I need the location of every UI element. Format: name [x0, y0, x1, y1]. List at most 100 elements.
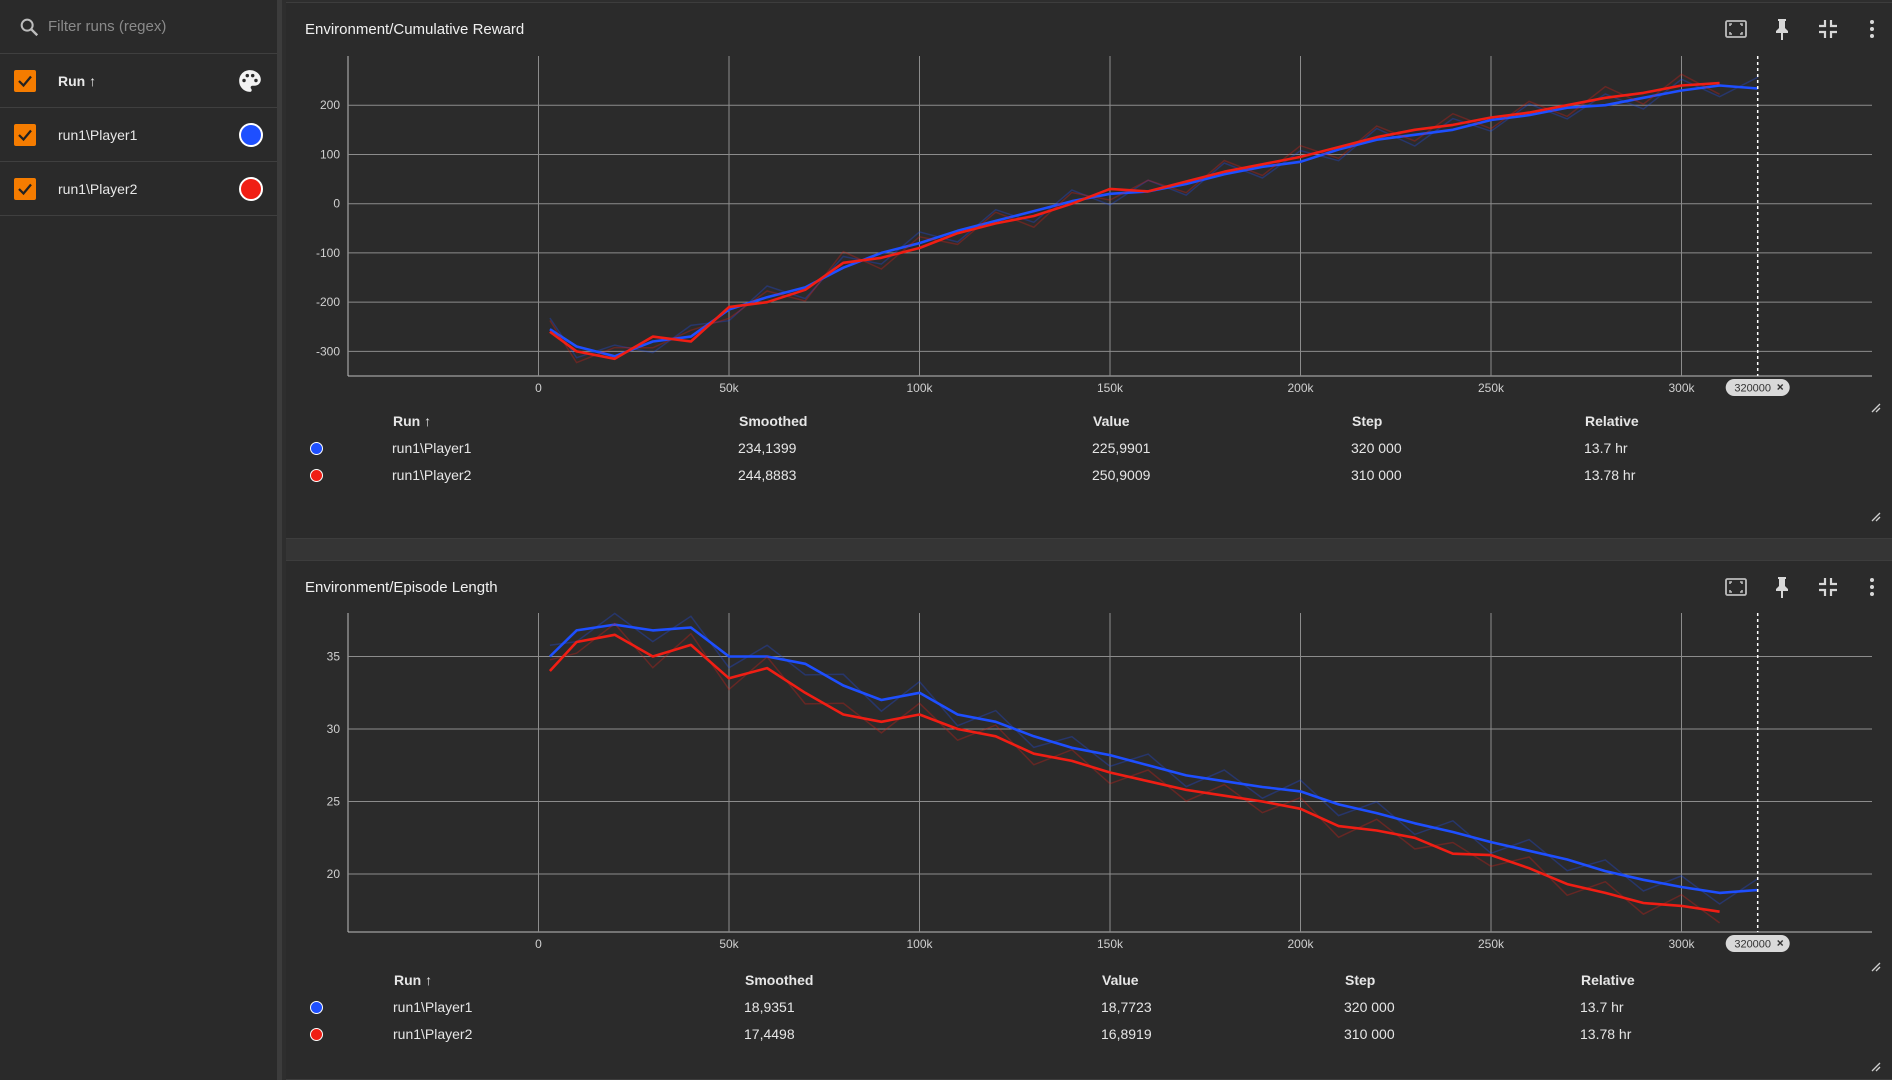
cell-smoothed: 234,1399: [738, 440, 797, 456]
fit-domain-button[interactable]: [1722, 573, 1750, 601]
fit-domain-button[interactable]: [1722, 15, 1750, 43]
col-header-value: Value: [1102, 972, 1139, 988]
table-row: run1\Player2 244,8883 250,9009 310 000 1…: [286, 462, 1892, 488]
y-tick-label: 25: [327, 795, 341, 809]
col-header-step: Step: [1352, 413, 1383, 429]
check-icon: [18, 183, 32, 195]
cell-step: 310 000: [1344, 1026, 1395, 1042]
series-line-2[interactable]: [548, 633, 1720, 913]
run-color-swatch[interactable]: [239, 177, 263, 201]
run-row-player2[interactable]: run1\Player2: [0, 162, 277, 216]
col-header-relative: Relative: [1585, 413, 1639, 429]
table-row: run1\Player1 18,9351 18,7723 320 000 13.…: [286, 994, 1892, 1020]
x-tick-label: 100k: [906, 381, 933, 395]
pin-icon: [1776, 19, 1788, 40]
y-tick-label: 30: [327, 722, 341, 736]
raw-series-line: [549, 76, 1759, 359]
cell-value: 18,7723: [1101, 999, 1152, 1015]
search-icon: [20, 18, 39, 36]
table-header-row: Run ↑ Smoothed Value Step Relative: [286, 408, 1892, 434]
run-label: run1\Player2: [58, 180, 138, 197]
runs-sidebar: Run ↑ run1\Player1 run1\Player2: [0, 0, 282, 1080]
series-line-1[interactable]: [549, 84, 1758, 358]
palette-icon[interactable]: [237, 68, 263, 94]
cell-relative: 13.78 hr: [1580, 1026, 1632, 1042]
check-icon: [18, 75, 32, 87]
x-tick-label: 150k: [1097, 937, 1124, 951]
x-tick-label: 300k: [1668, 937, 1695, 951]
col-header-smoothed: Smoothed: [745, 972, 814, 988]
col-header-run[interactable]: Run ↑: [393, 413, 432, 429]
y-tick-label: -200: [316, 295, 340, 309]
run-color-swatch[interactable]: [239, 123, 263, 147]
runs-header-row[interactable]: Run ↑: [0, 54, 277, 108]
raw-series-line: [549, 73, 1720, 364]
line-chart-episode-length[interactable]: 0 50k 100k 150k 200k 250k 300k 20 25 30 35 320000: [286, 561, 1892, 961]
card-toolbar: [1722, 15, 1892, 49]
col-header-run[interactable]: Run ↑: [394, 972, 433, 988]
cell-step: 320 000: [1351, 440, 1402, 456]
collapse-button[interactable]: [1814, 15, 1842, 43]
x-tick-label: 200k: [1287, 937, 1314, 951]
x-tick-label: 250k: [1478, 937, 1505, 951]
x-tick-label: 150k: [1097, 381, 1124, 395]
run-checkbox[interactable]: [14, 123, 36, 146]
cell-step: 310 000: [1351, 467, 1402, 483]
series-line-2[interactable]: [549, 81, 1720, 361]
step-marker-chip[interactable]: 320000: [1725, 379, 1790, 396]
y-tick-label: -100: [316, 246, 340, 260]
resize-handle-icon[interactable]: [1870, 961, 1882, 973]
collapse-button[interactable]: [1814, 573, 1842, 601]
series-line-1[interactable]: [548, 623, 1758, 895]
chart-title: Environment/Episode Length: [305, 579, 498, 596]
pin-button[interactable]: [1768, 15, 1796, 43]
cell-value: 16,8919: [1101, 1026, 1152, 1042]
step-marker-label: 320000: [1734, 939, 1771, 951]
y-tick-label: 100: [320, 147, 340, 161]
table-row: run1\Player2 17,4498 16,8919 310 000 13.…: [286, 1021, 1892, 1047]
col-header-smoothed: Smoothed: [739, 413, 808, 429]
more-options-button[interactable]: [1858, 15, 1886, 43]
cell-smoothed: 17,4498: [744, 1026, 795, 1042]
cell-run: run1\Player1: [393, 999, 473, 1015]
pin-button[interactable]: [1768, 573, 1796, 601]
select-all-checkbox[interactable]: [14, 69, 36, 92]
y-tick-label: -300: [316, 344, 340, 358]
raw-series-line: [549, 612, 1759, 905]
more-vert-icon: [1870, 20, 1874, 38]
table-row: run1\Player1 234,1399 225,9901 320 000 1…: [286, 435, 1892, 461]
filter-bar: [0, 0, 277, 54]
close-icon[interactable]: [1777, 384, 1784, 390]
series-dot: [310, 469, 323, 482]
col-header-relative: Relative: [1581, 972, 1635, 988]
run-checkbox[interactable]: [14, 177, 36, 200]
filter-runs-input[interactable]: [48, 18, 268, 35]
series-dot: [310, 1028, 323, 1041]
cell-relative: 13.7 hr: [1580, 999, 1624, 1015]
fullscreen-exit-icon: [1819, 578, 1837, 596]
cell-smoothed: 244,8883: [738, 467, 797, 483]
resize-handle-icon[interactable]: [1870, 402, 1882, 414]
series-dot: [310, 1001, 323, 1014]
more-options-button[interactable]: [1858, 573, 1886, 601]
check-icon: [18, 129, 32, 141]
cell-value: 250,9009: [1092, 467, 1151, 483]
run-column-header[interactable]: Run ↑: [58, 72, 97, 89]
y-tick-label: 0: [333, 197, 340, 211]
close-icon[interactable]: [1777, 940, 1784, 946]
more-vert-icon: [1870, 578, 1874, 596]
y-tick-label: 20: [327, 867, 341, 881]
cell-run: run1\Player2: [393, 1026, 473, 1042]
resize-handle-icon[interactable]: [1870, 1061, 1882, 1073]
step-marker-chip[interactable]: 320000: [1725, 935, 1790, 952]
run-row-player1[interactable]: run1\Player1: [0, 108, 277, 162]
chart-card-episode-length: Environment/Episode Length 0 50k 100k 150k 2…: [286, 560, 1892, 1080]
raw-series-line: [549, 622, 1721, 924]
fullscreen-exit-icon: [1819, 20, 1837, 38]
cell-relative: 13.7 hr: [1584, 440, 1628, 456]
resize-handle-icon[interactable]: [1870, 511, 1882, 523]
cell-value: 225,9901: [1092, 440, 1151, 456]
y-tick-label: 200: [320, 98, 340, 112]
line-chart-cumulative-reward[interactable]: 0 50k 100k 150k 200k 250k 300k -300 -200 -100 0 100…: [286, 3, 1892, 403]
chart-title: Environment/Cumulative Reward: [305, 21, 525, 38]
